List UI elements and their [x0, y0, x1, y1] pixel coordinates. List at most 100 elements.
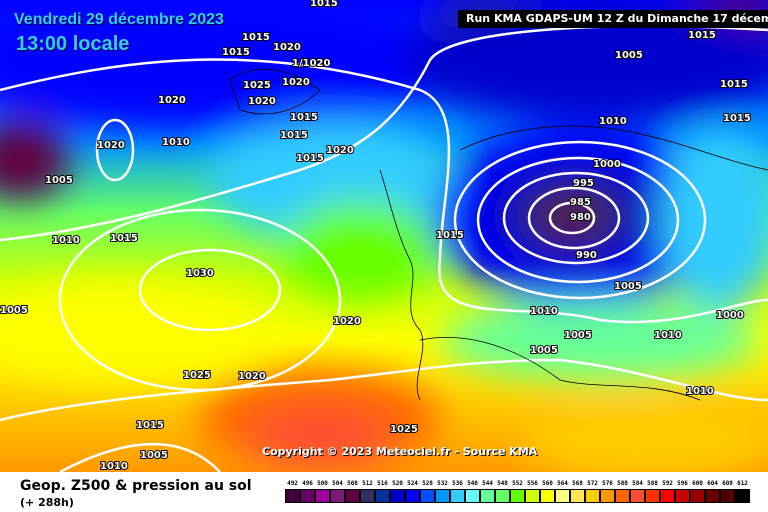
isobar-label: 1005 — [0, 305, 28, 316]
isobar-label: 1010 — [686, 386, 714, 397]
isobar-label: 1020 — [238, 371, 266, 382]
legend-color — [315, 489, 330, 503]
legend-label: 540 — [467, 480, 478, 487]
legend-swatch: 588 — [645, 480, 660, 503]
isobar-label: 1005 — [615, 50, 643, 61]
isobar-label: 1005 — [45, 175, 73, 186]
legend-color — [735, 489, 750, 503]
legend-color — [705, 489, 720, 503]
isobar-label: 1020 — [326, 145, 354, 156]
forecast-time: 13:00 locale — [16, 33, 130, 55]
coastlines — [229, 68, 768, 401]
forecast-lead: (+ 288h) — [20, 496, 74, 509]
isobar-label: 1010 — [599, 116, 627, 127]
legend-label: 564 — [557, 480, 568, 487]
isobar-label: 995 — [573, 178, 594, 189]
legend-label: 580 — [617, 480, 628, 487]
legend-label: 572 — [587, 480, 598, 487]
legend-label: 592 — [662, 480, 673, 487]
legend-label: 500 — [317, 480, 328, 487]
isobar-label: 1000 — [593, 159, 621, 170]
legend-label: 576 — [602, 480, 613, 487]
isobar-label: 1025 — [390, 424, 418, 435]
legend-swatch: 584 — [630, 480, 645, 503]
legend-label: 568 — [572, 480, 583, 487]
isobar-label: 1010 — [530, 306, 558, 317]
isobar-label: 1020 — [248, 96, 276, 107]
legend-label: 560 — [542, 480, 553, 487]
legend-swatch: 500 — [315, 480, 330, 503]
legend-swatch: 592 — [660, 480, 675, 503]
legend-color — [405, 489, 420, 503]
legend-label: 548 — [497, 480, 508, 487]
legend-label: 608 — [722, 480, 733, 487]
legend-swatch: 596 — [675, 480, 690, 503]
legend-swatch: 560 — [540, 480, 555, 503]
model-run-info: Run KMA GDAPS-UM 12 Z du Dimanche 17 déc… — [458, 10, 768, 28]
legend-color — [585, 489, 600, 503]
isobar-label: 1015 — [310, 0, 338, 9]
map-caption: Geop. Z500 & pression au sol — [20, 478, 252, 494]
legend-swatch: 544 — [480, 480, 495, 503]
legend-color — [675, 489, 690, 503]
isobar-label: 1/1020 — [292, 58, 330, 69]
legend-swatch: 572 — [585, 480, 600, 503]
legend-swatch: 508 — [345, 480, 360, 503]
legend-swatch: 604 — [705, 480, 720, 503]
isobar-label: 1010 — [100, 461, 128, 472]
legend-label: 532 — [437, 480, 448, 487]
legend-swatch: 532 — [435, 480, 450, 503]
isobar-label: 1015 — [110, 233, 138, 244]
legend-swatch: 536 — [450, 480, 465, 503]
legend-label: 520 — [392, 480, 403, 487]
legend-label: 536 — [452, 480, 463, 487]
legend-swatch: 612 — [735, 480, 750, 503]
isobar-label: 1015 — [720, 79, 748, 90]
legend-color — [390, 489, 405, 503]
legend-swatch: 576 — [600, 480, 615, 503]
isobar-label: 1005 — [564, 330, 592, 341]
legend-label: 496 — [302, 480, 313, 487]
legend-label: 600 — [692, 480, 703, 487]
legend-swatch: 496 — [300, 480, 315, 503]
isobar-label: 1015 — [242, 32, 270, 43]
isobar-label: 985 — [570, 197, 591, 208]
legend-color — [300, 489, 315, 503]
legend-color — [690, 489, 705, 503]
legend-color — [525, 489, 540, 503]
legend-label: 516 — [377, 480, 388, 487]
isobar-label: 1015 — [688, 30, 716, 41]
legend-label: 604 — [707, 480, 718, 487]
color-legend: 492 496 500 504 508 512 516 520 524 528 532 536 540 5… — [285, 480, 750, 503]
legend-swatch: 520 — [390, 480, 405, 503]
legend-color — [285, 489, 300, 503]
legend-swatch: 568 — [570, 480, 585, 503]
legend-label: 508 — [347, 480, 358, 487]
isobar-label: 1005 — [140, 450, 168, 461]
isobar-label: 1030 — [186, 268, 214, 279]
isobar-label: 1015 — [222, 47, 250, 58]
isobar-label: 1020 — [97, 140, 125, 151]
isobar-label: 980 — [570, 212, 591, 223]
legend-swatch: 524 — [405, 480, 420, 503]
legend-color — [660, 489, 675, 503]
isobar-label: 1015 — [723, 113, 751, 124]
isobar-label: 1010 — [654, 330, 682, 341]
legend-swatch: 504 — [330, 480, 345, 503]
legend-swatch: 552 — [510, 480, 525, 503]
legend-color — [540, 489, 555, 503]
weather-map: 1015 1015 1015 1020 1/1020 1025 1020 1020 1020 10… — [0, 0, 768, 472]
legend-color — [360, 489, 375, 503]
legend-swatch: 548 — [495, 480, 510, 503]
legend-color — [465, 489, 480, 503]
legend-swatch: 580 — [615, 480, 630, 503]
isobar-label: 1000 — [716, 310, 744, 321]
legend-color — [330, 489, 345, 503]
isobar-label: 990 — [576, 250, 597, 261]
legend-color — [615, 489, 630, 503]
legend-color — [570, 489, 585, 503]
legend-swatch: 512 — [360, 480, 375, 503]
legend-color — [630, 489, 645, 503]
legend-label: 556 — [527, 480, 538, 487]
footer: Geop. Z500 & pression au sol (+ 288h) 49… — [0, 472, 768, 512]
